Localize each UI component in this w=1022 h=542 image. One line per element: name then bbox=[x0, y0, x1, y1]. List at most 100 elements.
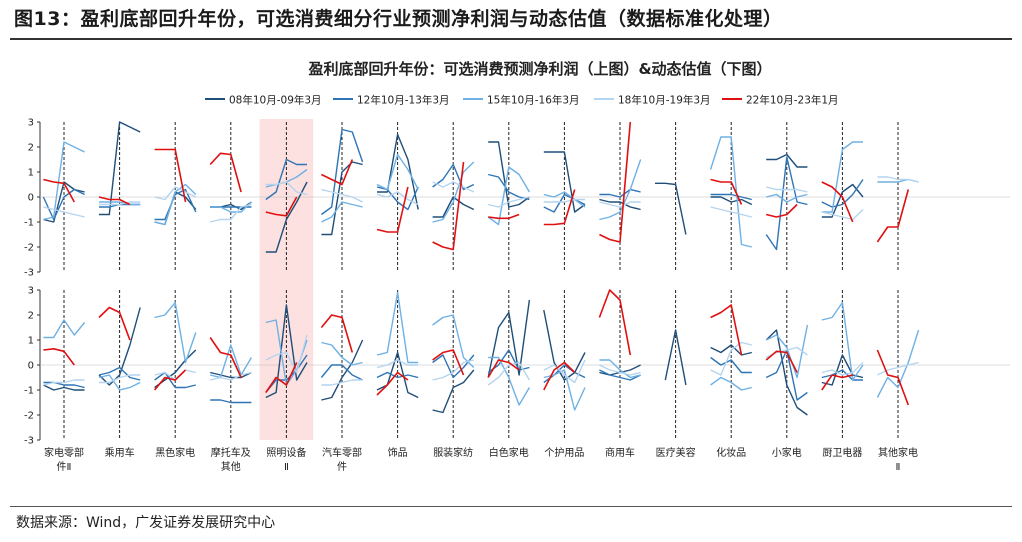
series-line-4 bbox=[99, 374, 141, 384]
series-line-1 bbox=[210, 371, 252, 379]
industry-4 bbox=[209, 290, 253, 440]
series-line-5 bbox=[543, 361, 576, 391]
industry-8 bbox=[432, 290, 475, 440]
series-line-5 bbox=[766, 203, 798, 218]
series-line-5 bbox=[876, 349, 910, 406]
series-line-3 bbox=[99, 201, 141, 206]
category-label: 服装家纺 bbox=[433, 446, 473, 459]
series-line-4 bbox=[710, 206, 752, 218]
series-line-4 bbox=[432, 181, 475, 193]
series-line-4 bbox=[265, 181, 308, 196]
series-line-5 bbox=[209, 152, 242, 193]
series-line-3 bbox=[154, 183, 197, 226]
series-line-5 bbox=[821, 374, 853, 391]
industry-2 bbox=[98, 290, 141, 440]
series-line-3 bbox=[43, 319, 86, 339]
series-line-2 bbox=[376, 186, 419, 211]
category-label: 饰品 bbox=[388, 446, 408, 459]
series-line-5 bbox=[543, 189, 576, 226]
industry-7 bbox=[376, 122, 419, 272]
series-line-3 bbox=[432, 314, 475, 369]
y-tick-label: 1 bbox=[28, 168, 34, 179]
series-line-1 bbox=[488, 141, 530, 208]
series-line-2 bbox=[265, 354, 308, 393]
series-line-3 bbox=[487, 166, 531, 226]
series-line-3 bbox=[43, 141, 85, 221]
series-line-1 bbox=[321, 161, 363, 236]
series-line-3 bbox=[599, 159, 642, 221]
series-line-3 bbox=[98, 374, 141, 391]
series-line-5 bbox=[320, 314, 354, 353]
panel-valuation: 3 2 1 0 -1 -2 -3 bbox=[24, 286, 1010, 447]
series-line-3 bbox=[210, 344, 253, 379]
series-line-1 bbox=[432, 369, 475, 414]
industry-1 bbox=[42, 122, 85, 272]
series-line-3 bbox=[376, 153, 419, 191]
category-label: 摩托车及其他 bbox=[211, 446, 251, 473]
y-tick-label: -1 bbox=[24, 218, 34, 229]
legend-label-4: 18年10月-19年3月 bbox=[618, 94, 711, 107]
y-tick-label: -2 bbox=[24, 243, 34, 254]
series-line-2 bbox=[599, 369, 641, 381]
category-label: 其他家电 Ⅱ bbox=[878, 446, 918, 473]
y-tick-label: -2 bbox=[24, 411, 34, 422]
industry-12 bbox=[655, 122, 687, 272]
series-line-4 bbox=[43, 379, 85, 386]
series-line-3 bbox=[765, 324, 809, 379]
series-line-2 bbox=[765, 156, 808, 251]
y-tick-label: 0 bbox=[28, 193, 34, 204]
series-line-1 bbox=[265, 304, 308, 399]
y-tick-label: 2 bbox=[28, 311, 34, 322]
series-line-2 bbox=[43, 381, 85, 389]
series-line-4 bbox=[210, 203, 252, 223]
series-line-2 bbox=[710, 356, 752, 374]
y-tick-label: 3 bbox=[28, 286, 34, 297]
series-line-1 bbox=[655, 182, 687, 235]
y-tick-label: -3 bbox=[24, 436, 34, 447]
legend-label-1: 08年10月-09年3月 bbox=[229, 94, 322, 107]
series-line-3 bbox=[599, 359, 641, 379]
series-line-4 bbox=[210, 371, 252, 381]
legend-label-3: 15年10月-16年3月 bbox=[487, 94, 580, 107]
series-line-4 bbox=[877, 361, 919, 376]
series-line-5 bbox=[265, 362, 298, 393]
category-label: 商用车 bbox=[605, 446, 635, 459]
legend: 08年10月-09年3月 12年10月-13年3月 15年10月-16年3月 18年1… bbox=[205, 94, 839, 107]
figure-title: 图13：盈利底部回升年份，可选消费细分行业预测净利润与动态估值（数据标准化处理） bbox=[14, 8, 783, 30]
industry-1 bbox=[43, 290, 86, 440]
series-line-5 bbox=[765, 350, 798, 373]
industry-16 bbox=[876, 122, 919, 272]
industry-8 bbox=[432, 122, 475, 272]
series-line-5 bbox=[209, 337, 242, 378]
series-line-4 bbox=[154, 186, 197, 201]
industry-2 bbox=[98, 121, 141, 272]
y-tick-label: 1 bbox=[28, 336, 34, 347]
series-line-4 bbox=[488, 196, 530, 208]
series-line-1 bbox=[432, 196, 475, 218]
series-line-2 bbox=[710, 193, 752, 201]
series-line-5 bbox=[598, 289, 632, 356]
category-label: 个护用品 bbox=[544, 446, 584, 459]
series-line-4 bbox=[432, 359, 474, 381]
series-line-2 bbox=[320, 128, 364, 216]
industry-9 bbox=[487, 290, 531, 440]
series-line-1 bbox=[376, 351, 419, 399]
series-line-3 bbox=[488, 356, 531, 406]
category-label: 小家电 bbox=[772, 446, 802, 459]
industry-3 bbox=[153, 290, 197, 440]
series-line-5 bbox=[321, 159, 354, 186]
industry-4 bbox=[209, 122, 252, 272]
industry-3 bbox=[154, 122, 197, 272]
series-line-1 bbox=[710, 344, 752, 356]
chart-title: 盈利底部回升年份：可选消费预测净利润（上图）&动态估值（下图） bbox=[307, 60, 771, 78]
series-line-1 bbox=[710, 196, 753, 206]
series-line-2 bbox=[210, 399, 252, 404]
series-line-5 bbox=[154, 148, 187, 203]
series-line-1 bbox=[98, 307, 141, 386]
category-label: 医疗美容 bbox=[656, 446, 696, 459]
footer-rule bbox=[10, 506, 1012, 507]
series-line-5 bbox=[43, 178, 76, 203]
series-line-4 bbox=[321, 379, 363, 386]
y-tick-label: 3 bbox=[28, 118, 34, 129]
series-line-1 bbox=[487, 299, 531, 378]
